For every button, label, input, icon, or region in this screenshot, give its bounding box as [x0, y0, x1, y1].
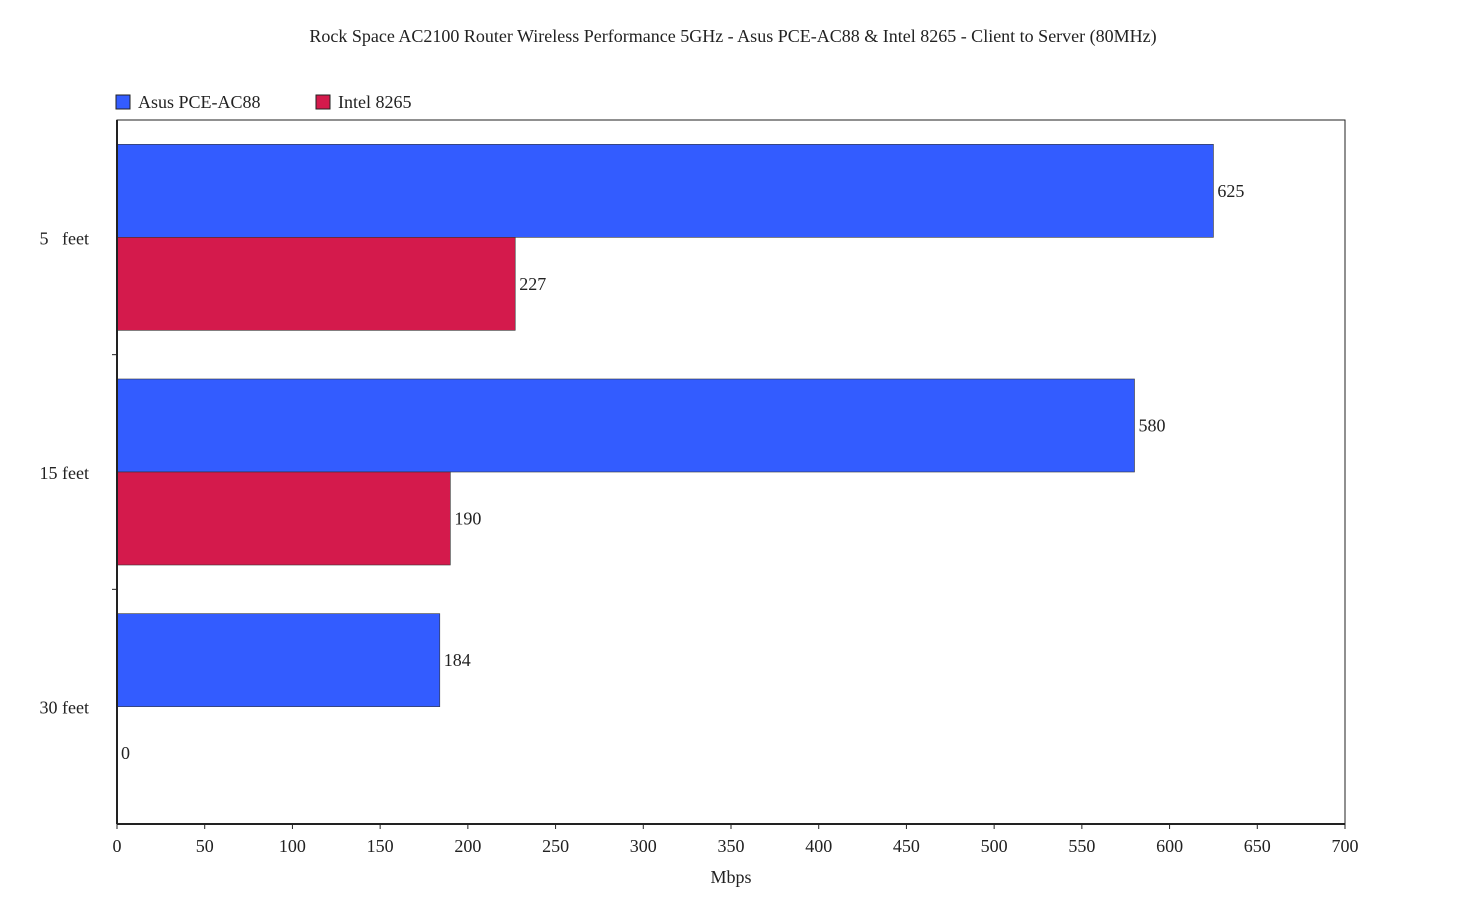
x-tick-label-4: 200: [454, 836, 481, 856]
x-tick-label-11: 550: [1068, 836, 1095, 856]
y-tick-label-2: 30 feet: [40, 698, 89, 718]
data-label-1-0: 227: [519, 274, 546, 294]
x-tick-label-12: 600: [1156, 836, 1183, 856]
data-label-0-1: 580: [1138, 416, 1165, 436]
x-tick-label-2: 100: [279, 836, 306, 856]
x-tick-label-14: 700: [1332, 836, 1359, 856]
bar-1-1: [116, 471, 451, 566]
bars-group: [116, 144, 1214, 707]
x-tick-label-10: 500: [981, 836, 1008, 856]
x-tick-label-7: 350: [718, 836, 745, 856]
bar-0-1: [116, 378, 1135, 473]
data-label-0-2: 184: [444, 650, 471, 670]
y-tick-label-0: 5 feet: [40, 228, 89, 248]
bar-0-2: [116, 613, 441, 707]
legend-label-1: Intel 8265: [338, 92, 412, 112]
y-tick-label-1: 15 feet: [40, 463, 89, 483]
legend-label-0: Asus PCE-AC88: [138, 92, 261, 112]
x-tick-label-13: 650: [1244, 836, 1271, 856]
x-axis-label: Mbps: [710, 867, 751, 887]
x-tick-label-3: 150: [367, 836, 394, 856]
legend: Asus PCE-AC88 Intel 8265: [115, 92, 412, 112]
data-labels-group: 625 227 580 190 184 0: [121, 181, 1244, 763]
chart-title: Rock Space AC2100 Router Wireless Perfor…: [309, 26, 1156, 47]
bar-0-0: [116, 144, 1214, 238]
data-label-1-1: 190: [454, 509, 481, 529]
x-tick-label-5: 250: [542, 836, 569, 856]
data-label-1-2: 0: [121, 743, 130, 763]
y-axis: 5 feet 15 feet 30 feet: [40, 120, 118, 824]
x-tick-label-0: 0: [113, 836, 122, 856]
legend-swatch-1: [315, 94, 331, 110]
legend-swatch-0: [115, 94, 131, 110]
x-tick-label-9: 450: [893, 836, 920, 856]
x-tick-label-8: 400: [805, 836, 832, 856]
x-tick-label-1: 50: [196, 836, 214, 856]
x-tick-label-6: 300: [630, 836, 657, 856]
bar-1-0: [116, 237, 516, 331]
x-axis: 0 50 100 150 200 250 300 350 400 450 500 550 600 650 7…: [113, 823, 1359, 856]
data-label-0-0: 625: [1217, 181, 1244, 201]
